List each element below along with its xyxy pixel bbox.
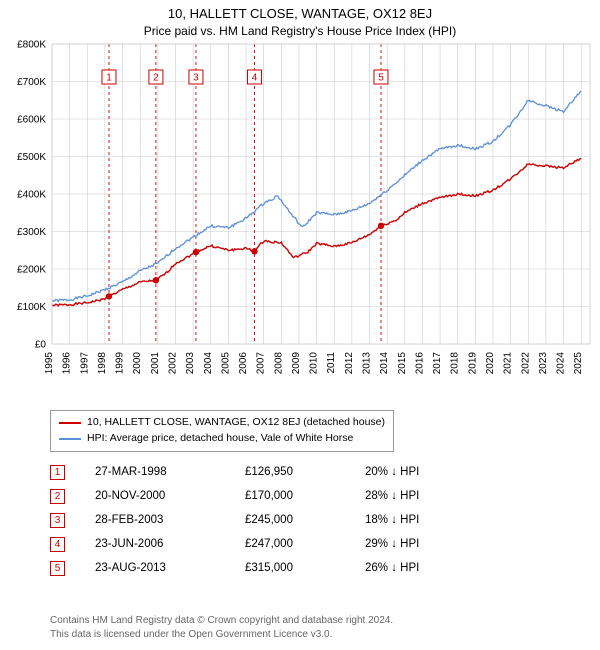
svg-text:2023: 2023 — [538, 352, 549, 375]
sale-diff: 18% ↓ HPI — [365, 514, 465, 526]
sale-marker: 5 — [50, 561, 65, 576]
svg-text:1996: 1996 — [62, 352, 73, 375]
svg-text:2001: 2001 — [150, 352, 161, 375]
svg-text:2020: 2020 — [485, 352, 496, 375]
svg-text:2017: 2017 — [432, 352, 443, 375]
title-address: 10, HALLETT CLOSE, WANTAGE, OX12 8EJ — [0, 6, 600, 21]
price-chart: 1 2 3 4 5 £0 £100K £200K £300K £400K £500K £600K £70… — [0, 40, 600, 400]
chart-titles: 10, HALLETT CLOSE, WANTAGE, OX12 8EJ Pri… — [0, 0, 600, 38]
sale-price: £247,000 — [245, 538, 365, 550]
legend-label: HPI: Average price, detached house, Vale… — [87, 431, 353, 447]
svg-text:£300K: £300K — [17, 227, 46, 238]
sale-date: 28-FEB-2003 — [95, 514, 245, 526]
sale-diff: 20% ↓ HPI — [365, 466, 465, 478]
svg-text:2015: 2015 — [397, 352, 408, 375]
chart-container: { "title_line1": "10, HALLETT CLOSE, WAN… — [0, 0, 600, 650]
title-subtitle: Price paid vs. HM Land Registry's House … — [0, 24, 600, 38]
svg-text:£400K: £400K — [17, 190, 46, 201]
caption-line-1: Contains HM Land Registry data © Crown c… — [50, 615, 393, 626]
sale-price: £170,000 — [245, 490, 365, 502]
svg-text:4: 4 — [252, 73, 258, 84]
chart-legend: 10, HALLETT CLOSE, WANTAGE, OX12 8EJ (de… — [50, 410, 394, 452]
caption-line-2: This data is licensed under the Open Gov… — [50, 629, 332, 640]
sale-marker: 2 — [50, 489, 65, 504]
legend-item: 10, HALLETT CLOSE, WANTAGE, OX12 8EJ (de… — [59, 415, 385, 431]
svg-text:2022: 2022 — [520, 352, 531, 375]
sale-date: 23-AUG-2013 — [95, 562, 245, 574]
svg-text:3: 3 — [193, 73, 199, 84]
sale-row: 5 23-AUG-2013£315,00026% ↓ HPI — [50, 556, 465, 580]
sale-date: 27-MAR-1998 — [95, 466, 245, 478]
svg-text:5: 5 — [378, 73, 384, 84]
svg-text:2016: 2016 — [414, 352, 425, 375]
svg-text:2000: 2000 — [132, 352, 143, 375]
legend-item: HPI: Average price, detached house, Vale… — [59, 431, 385, 447]
sale-row: 2 20-NOV-2000£170,00028% ↓ HPI — [50, 484, 465, 508]
svg-text:£200K: £200K — [17, 265, 46, 276]
sale-marker: 3 — [50, 513, 65, 528]
svg-text:£0: £0 — [35, 340, 47, 351]
svg-text:2008: 2008 — [273, 352, 284, 375]
svg-text:2: 2 — [153, 73, 159, 84]
sale-diff: 29% ↓ HPI — [365, 538, 465, 550]
sale-price: £126,950 — [245, 466, 365, 478]
sale-marker: 4 — [50, 537, 65, 552]
svg-text:2011: 2011 — [326, 352, 337, 374]
sale-date: 20-NOV-2000 — [95, 490, 245, 502]
svg-text:£700K: £700K — [17, 77, 46, 88]
svg-text:2012: 2012 — [344, 352, 355, 375]
svg-text:2025: 2025 — [573, 352, 584, 375]
sale-marker: 1 — [50, 465, 65, 480]
svg-text:£800K: £800K — [17, 40, 46, 51]
svg-text:£500K: £500K — [17, 152, 46, 163]
sale-date: 23-JUN-2006 — [95, 538, 245, 550]
svg-text:£100K: £100K — [17, 302, 46, 313]
svg-text:2005: 2005 — [220, 352, 231, 375]
svg-text:2024: 2024 — [556, 352, 567, 375]
svg-text:1997: 1997 — [79, 352, 90, 375]
sale-diff: 28% ↓ HPI — [365, 490, 465, 502]
svg-text:2006: 2006 — [238, 352, 249, 375]
svg-text:£600K: £600K — [17, 115, 46, 126]
svg-text:1998: 1998 — [97, 352, 108, 375]
svg-text:2010: 2010 — [309, 352, 320, 375]
svg-text:2013: 2013 — [362, 352, 373, 375]
sale-row: 4 23-JUN-2006£247,00029% ↓ HPI — [50, 532, 465, 556]
svg-text:2007: 2007 — [256, 352, 267, 375]
sale-price: £245,000 — [245, 514, 365, 526]
sale-diff: 26% ↓ HPI — [365, 562, 465, 574]
svg-text:2009: 2009 — [291, 352, 302, 375]
svg-text:1999: 1999 — [115, 352, 126, 375]
sales-table: 1 27-MAR-1998£126,95020% ↓ HPI 2 20-NOV-200… — [50, 460, 465, 580]
svg-text:1: 1 — [106, 73, 112, 84]
svg-text:1995: 1995 — [44, 352, 55, 375]
svg-text:2004: 2004 — [203, 352, 214, 375]
svg-text:2003: 2003 — [185, 352, 196, 375]
data-caption: Contains HM Land Registry data © Crown c… — [50, 614, 580, 642]
svg-text:2014: 2014 — [379, 352, 390, 375]
sale-price: £315,000 — [245, 562, 365, 574]
legend-swatch — [59, 422, 81, 424]
svg-text:2021: 2021 — [503, 352, 514, 375]
legend-swatch — [59, 438, 81, 440]
sale-row: 3 28-FEB-2003£245,00018% ↓ HPI — [50, 508, 465, 532]
svg-text:2019: 2019 — [467, 352, 478, 375]
svg-text:2002: 2002 — [167, 352, 178, 375]
legend-label: 10, HALLETT CLOSE, WANTAGE, OX12 8EJ (de… — [87, 415, 385, 431]
svg-text:2018: 2018 — [450, 352, 461, 375]
sale-row: 1 27-MAR-1998£126,95020% ↓ HPI — [50, 460, 465, 484]
